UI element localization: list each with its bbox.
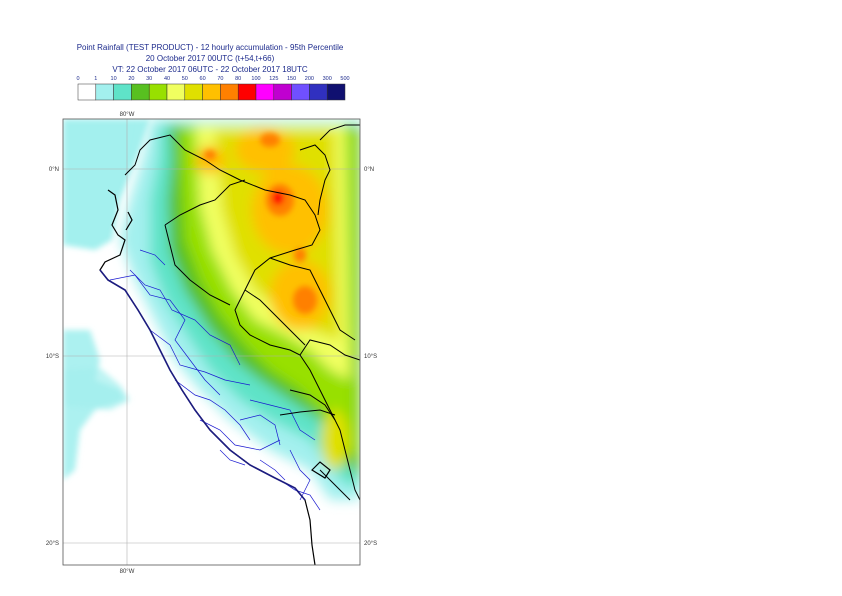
bottom-lon-label: 80°W: [120, 569, 135, 575]
graticule: [63, 119, 360, 565]
legend-threshold-label: 30: [146, 76, 152, 82]
legend-threshold-label: 125: [269, 76, 278, 82]
national-boundaries: [124, 124, 360, 501]
legend-threshold-label: 500: [340, 76, 349, 82]
legend-threshold-label: 80: [235, 76, 241, 82]
map-title-line-3: VT: 22 October 2017 06UTC - 22 October 2…: [112, 65, 308, 74]
lat-label: 10°S: [46, 354, 59, 360]
map-frame: [62, 118, 361, 566]
legend-swatch: [326, 83, 346, 101]
ocean-rainfall-cyan: [63, 119, 150, 480]
lat-label: 10°S: [364, 354, 377, 360]
lat-label: 20°S: [46, 541, 59, 547]
map-title-line-2: 20 October 2017 00UTC (t+54,t+66): [145, 54, 275, 63]
legend-threshold-label: 300: [323, 76, 332, 82]
legend-threshold-label: 70: [217, 76, 223, 82]
legend-threshold-label: 200: [305, 76, 314, 82]
color-legend: 0 1 10 20 30 40 50 60 70 80 100 125 150 200 300 500: [76, 76, 350, 101]
lat-label: 0°N: [364, 167, 374, 173]
lat-label: 20°S: [364, 541, 377, 547]
legend-threshold-label: 50: [182, 76, 188, 82]
legend-threshold-labels: 0 1 10 20 30 40 50 60 70 80 100 125 150 200 300 500: [76, 76, 349, 82]
lat-label: 0°N: [49, 167, 59, 173]
legend-threshold-label: 1: [94, 76, 97, 82]
legend-threshold-label: 40: [164, 76, 170, 82]
legend-threshold-label: 150: [287, 76, 296, 82]
top-lon-label: 80°W: [120, 112, 135, 118]
lat-labels: 0°N 0°N 10°S 10°S 20°S 20°S: [46, 167, 377, 547]
legend-swatches: [77, 83, 346, 101]
coastline-shade: [99, 269, 306, 501]
legend-threshold-label: 10: [111, 76, 117, 82]
legend-threshold-label: 60: [200, 76, 206, 82]
regional-boundaries: [109, 249, 321, 511]
legend-threshold-label: 20: [128, 76, 134, 82]
legend-threshold-label: 100: [251, 76, 260, 82]
legend-threshold-label: 0: [76, 76, 79, 82]
map-title-line-1: Point Rainfall (TEST PRODUCT) - 12 hourl…: [76, 43, 344, 52]
